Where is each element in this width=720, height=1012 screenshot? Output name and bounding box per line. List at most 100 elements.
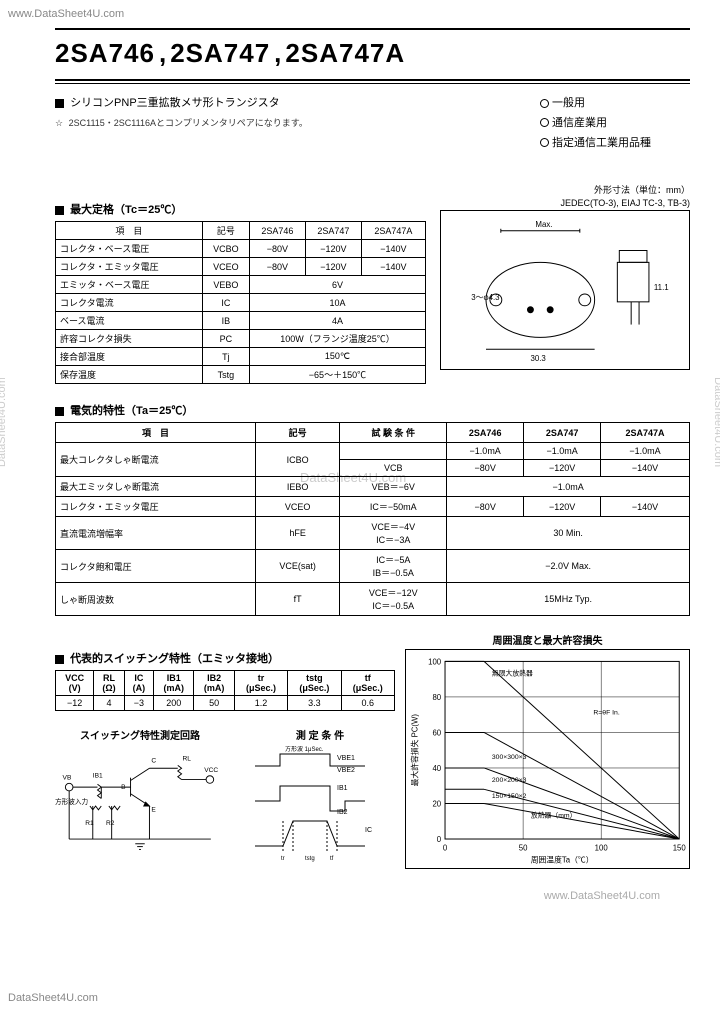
timing-title: 測 定 条 件 (245, 727, 395, 742)
svg-text:30.3: 30.3 (530, 354, 546, 363)
circle-bullet-icon (540, 138, 549, 147)
timing-svg: 方形波 1μSec. VBE1 VBE2 IB1 IB2 IC tr tstg … (245, 746, 395, 866)
switching-title-row: 代表的スイッチング特性（エミッタ接地） (55, 650, 395, 666)
title-sep-1: , (159, 38, 166, 69)
top-block: シリコンPNP三重拡散メサ形トランジスタ ☆ 2SC1115・2SC1116Aと… (55, 94, 690, 153)
title-sep-2: , (274, 38, 281, 69)
svg-text:方形波入力: 方形波入力 (55, 798, 88, 807)
svg-text:VBE1: VBE1 (337, 755, 355, 762)
rule-1 (55, 79, 690, 81)
bottom-row: 代表的スイッチング特性（エミッタ接地） VCC(V)RL(Ω)IC(A)IB1(… (55, 632, 690, 869)
svg-text:IB2: IB2 (337, 809, 348, 816)
svg-text:150×150×2: 150×150×2 (492, 794, 527, 801)
circuit-diagram: VB IB1 RL VCC R1 R2 C B E 方形波入力 (55, 746, 225, 866)
page-content: 2SA746 , 2SA747 , 2SA747A シリコンPNP三重拡散メサ形… (55, 28, 690, 992)
application-2-row: 通信産業用 (540, 114, 690, 134)
outline-max-label: Max. (535, 220, 552, 229)
graph-title: 周囲温度と最大許容損失 (405, 632, 690, 647)
part-number-2: 2SA747 (170, 38, 270, 69)
complement-note: 2SC1115・2SC1116Aとコンプリメンタリペアになります。 (69, 118, 308, 128)
square-bullet-icon (55, 655, 64, 664)
max-ratings-title: 最大定格（Tc＝25℃） (55, 201, 426, 217)
elec-title: 電気的特性（Ta＝25℃） (70, 405, 193, 417)
description-main-row: シリコンPNP三重拡散メサ形トランジスタ (55, 94, 540, 110)
complement-note-row: ☆ 2SC1115・2SC1116Aとコンプリメンタリペアになります。 (55, 116, 540, 129)
switching-table: VCC(V)RL(Ω)IC(A)IB1(mA)IB2(mA)tr(μSec.)t… (55, 670, 395, 711)
application-3-row: 指定通信工業用品種 (540, 134, 690, 154)
square-bullet-icon (55, 407, 64, 416)
derating-graph: 0 20 40 60 80 100 0 50 100 150 無限大放熱器 R=θF In. 300×3… (405, 649, 690, 869)
svg-text:40: 40 (432, 764, 441, 773)
watermark-top-left: www.DataSheet4U.com (8, 8, 124, 20)
applications-block: 一般用 通信産業用 指定通信工業用品種 (540, 94, 690, 153)
graph-svg: 0 20 40 60 80 100 0 50 100 150 無限大放熱器 R=θF In. 300×3… (406, 650, 689, 868)
svg-text:VCC: VCC (204, 767, 218, 774)
svg-text:VBE2: VBE2 (337, 767, 355, 774)
application-1-row: 一般用 (540, 94, 690, 114)
part-number-1: 2SA746 (55, 38, 155, 69)
timing-block: 測 定 条 件 方形波 1 (245, 717, 395, 866)
svg-text:50: 50 (519, 844, 528, 853)
circuit-title: スイッチング特性測定回路 (55, 727, 225, 742)
circle-bullet-icon (540, 118, 549, 127)
svg-text:R2: R2 (106, 820, 115, 827)
timing-note: 方形波 1μSec. (285, 746, 324, 753)
max-ratings-title-text: 最大定格（Tc＝25℃） (70, 204, 182, 216)
svg-text:tstg: tstg (305, 856, 315, 862)
svg-text:60: 60 (432, 729, 441, 738)
watermark-side-left: DataSheet4U.com (0, 377, 8, 467)
description-main: シリコンPNP三重拡散メサ形トランジスタ (70, 97, 280, 109)
outline-col: 外形寸法（単位：mm） JEDEC(TO-3), EIAJ TC-3, TB-3… (440, 183, 690, 384)
svg-text:IB1: IB1 (337, 785, 348, 792)
svg-text:VB: VB (63, 775, 72, 782)
svg-text:100: 100 (428, 658, 442, 667)
max-ratings-table: 項 目記号2SA7462SA7472SA747Aコレクタ・ベース電圧VCBO−8… (55, 221, 426, 384)
watermark-bottom-left: DataSheet4U.com (8, 992, 98, 1004)
svg-text:E: E (151, 807, 156, 814)
svg-text:20: 20 (432, 800, 441, 809)
svg-text:0: 0 (437, 835, 442, 844)
svg-text:tr: tr (281, 856, 285, 862)
svg-text:150: 150 (673, 844, 687, 853)
watermark-side-right: DataSheet4U.com (712, 377, 720, 467)
svg-text:3〜φ4.3: 3〜φ4.3 (471, 293, 500, 302)
description-block: シリコンPNP三重拡散メサ形トランジスタ ☆ 2SC1115・2SC1116Aと… (55, 94, 540, 153)
svg-text:11.1: 11.1 (654, 283, 669, 292)
svg-text:C: C (151, 758, 156, 765)
part-number-3: 2SA747A (285, 38, 405, 69)
svg-text:R=θF In.: R=θF In. (593, 710, 619, 717)
circle-bullet-icon (540, 99, 549, 108)
svg-text:R1: R1 (85, 820, 94, 827)
elec-title-row: 電気的特性（Ta＝25℃） (55, 402, 690, 418)
outline-caption-1: 外形寸法（単位：mm） (440, 183, 690, 196)
elec-table: 項 目記号試 験 条 件2SA7462SA7472SA747A最大コレクタしゃ断… (55, 422, 690, 616)
svg-text:IC: IC (365, 827, 372, 834)
svg-text:無限大放熱器: 無限大放熱器 (492, 669, 533, 678)
svg-text:300×300×3: 300×300×3 (492, 754, 527, 761)
svg-text:0: 0 (443, 844, 448, 853)
star-icon: ☆ (55, 118, 63, 128)
svg-text:tf: tf (330, 856, 334, 862)
svg-text:最大許容損失 PC(W): 最大許容損失 PC(W) (410, 714, 420, 787)
svg-text:80: 80 (432, 693, 441, 702)
circuit-svg: VB IB1 RL VCC R1 R2 C B E 方形波入力 (55, 746, 225, 866)
outline-svg: Max. 30.3 11.1 3〜φ4.3 (441, 211, 689, 369)
outline-drawing: Max. 30.3 11.1 3〜φ4.3 (440, 210, 690, 370)
circuit-and-timing: スイッチング特性測定回路 (55, 717, 395, 866)
svg-text:B: B (121, 784, 126, 791)
svg-text:100: 100 (595, 844, 609, 853)
graph-col: 周囲温度と最大許容損失 0 20 40 60 80 100 0 50 100 150 無限大放熱器 R… (405, 632, 690, 869)
rule-2 (55, 83, 690, 84)
svg-text:200×200×3: 200×200×3 (492, 778, 527, 785)
timing-diagram: 方形波 1μSec. VBE1 VBE2 IB1 IB2 IC tr tstg … (245, 746, 395, 866)
ratings-and-outline: 最大定格（Tc＝25℃） 項 目記号2SA7462SA7472SA747Aコレク… (55, 183, 690, 384)
svg-text:IB1: IB1 (93, 773, 103, 780)
svg-text:周囲温度Ta（℃）: 周囲温度Ta（℃） (531, 855, 594, 865)
title-row: 2SA746 , 2SA747 , 2SA747A (55, 38, 690, 69)
square-bullet-icon (55, 206, 64, 215)
application-3: 指定通信工業用品種 (552, 137, 651, 149)
max-ratings-col: 最大定格（Tc＝25℃） 項 目記号2SA7462SA7472SA747Aコレク… (55, 183, 426, 384)
svg-text:RL: RL (183, 756, 192, 763)
square-bullet-icon (55, 99, 64, 108)
circuit-block: スイッチング特性測定回路 (55, 717, 225, 866)
